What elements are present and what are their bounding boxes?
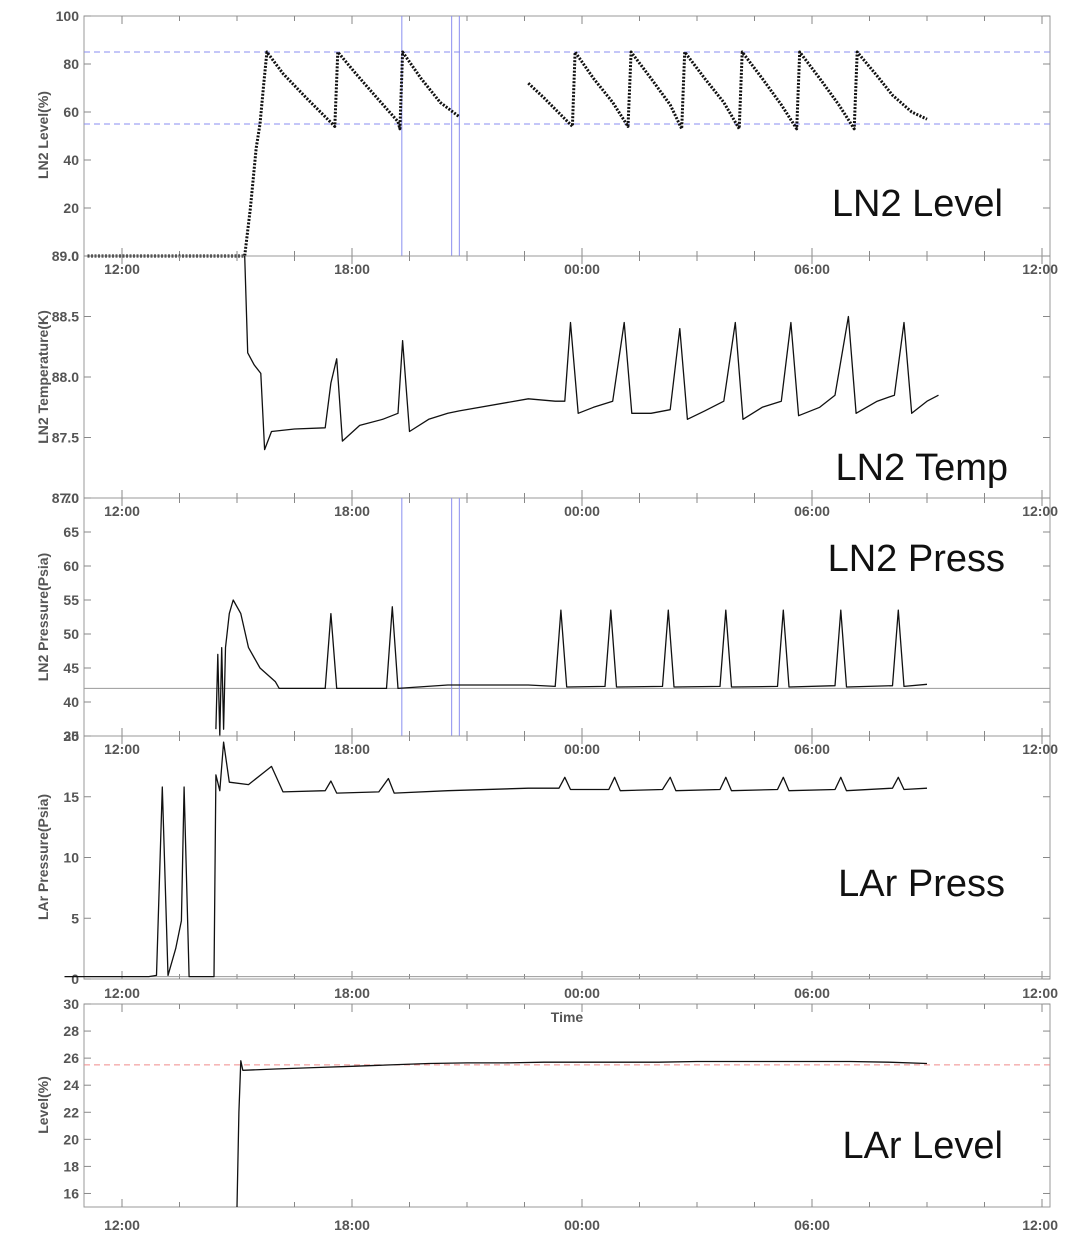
x-tick-label: 12:00: [1022, 741, 1058, 757]
x-tick-label: 18:00: [334, 1217, 370, 1233]
y-axis-label: LN2 Level(%): [35, 91, 51, 179]
x-tick-label: 00:00: [564, 985, 600, 1001]
x-tick-label: 00:00: [564, 741, 600, 757]
x-axis-label: Time: [551, 1009, 584, 1025]
y-tick-label: 15: [63, 789, 79, 805]
x-tick-label: 18:00: [334, 503, 370, 519]
y-tick-label: 35: [63, 728, 79, 744]
y-tick-label: 0: [71, 971, 79, 987]
x-tick-label: 00:00: [564, 503, 600, 519]
plot-frame: [83, 1003, 1051, 1208]
y-tick-label: 65: [63, 524, 79, 540]
x-tick-label: 12:00: [1022, 985, 1058, 1001]
y-tick-label: 80: [63, 56, 79, 72]
y-axis-label: Level(%): [35, 1076, 51, 1134]
series-line: [87, 50, 461, 258]
y-tick-label: 60: [63, 104, 79, 120]
x-tick-label: 12:00: [104, 1217, 140, 1233]
y-tick-label: 50: [63, 626, 79, 642]
x-tick-label: 12:00: [1022, 261, 1058, 277]
panel-2: 87.0 87.5 88.0 88.5 89.0 12:00 18:00 00:00 06:00…: [35, 248, 1058, 519]
y-tick-label: 24: [63, 1077, 79, 1093]
series-line: [236, 1060, 928, 1208]
y-tick-label: 20: [63, 728, 79, 744]
y-tick-label: 40: [63, 152, 79, 168]
plot-frame: [83, 735, 1051, 980]
y-tick-label: 18: [63, 1158, 79, 1174]
x-tick-label: 12:00: [104, 741, 140, 757]
y-tick-label: 28: [63, 1023, 79, 1039]
x-tick-label: 12:00: [104, 503, 140, 519]
series-line: [215, 599, 928, 737]
x-tick-label: 12:00: [104, 985, 140, 1001]
y-tick-label: 100: [56, 8, 80, 24]
y-tick-label: 40: [63, 694, 79, 710]
y-tick-label: 16: [63, 1185, 79, 1201]
x-tick-label: 18:00: [334, 741, 370, 757]
panel-3: 35 40 45 50 55 60 65 70 12:00 18:00 00:00 06:00 12:0…: [35, 490, 1058, 757]
y-tick-label: 55: [63, 592, 79, 608]
y-tick-label: 20: [63, 1131, 79, 1147]
x-tick-label: 12:00: [104, 261, 140, 277]
y-tick-label: 45: [63, 660, 79, 676]
x-tick-label: 06:00: [794, 1217, 830, 1233]
panel-5: 16 18 20 22 24 26 28 30 12:00 18:00 00:00 06:00 12:0…: [35, 996, 1058, 1233]
x-tick-label: 06:00: [794, 985, 830, 1001]
series-line: [527, 50, 928, 131]
y-tick-label: 20: [63, 200, 79, 216]
y-tick-label: 5: [71, 910, 79, 926]
y-tick-label: 26: [63, 1050, 79, 1066]
panel-4: 0 5 10 15 20 12:00 18:00 00:00 06:00 12:00 LAr Pre…: [35, 728, 1058, 1025]
x-tick-label: 06:00: [794, 741, 830, 757]
y-tick-label: 70: [63, 490, 79, 506]
y-tick-label: 87.0: [52, 490, 79, 506]
y-tick-label: 30: [63, 996, 79, 1012]
panel-title: LAr Level: [842, 1125, 1003, 1167]
x-tick-label: 00:00: [564, 261, 600, 277]
y-axis-label: LN2 Temperature(K): [35, 310, 51, 444]
x-tick-label: 06:00: [794, 261, 830, 277]
series-line: [64, 741, 928, 978]
panel-title: LAr Press: [838, 863, 1005, 905]
y-tick-label: 22: [63, 1104, 79, 1120]
panel-1: 0 20 40 60 80 100 12:00 18:00 00:00 06:00 12:00 LN2…: [35, 8, 1058, 277]
x-tick-label: 12:00: [1022, 1217, 1058, 1233]
x-tick-label: 00:00: [564, 1217, 600, 1233]
series-line: [244, 255, 939, 451]
x-tick-label: 18:00: [334, 261, 370, 277]
panel-title: LN2 Press: [828, 538, 1005, 580]
panel-title: LN2 Temp: [835, 447, 1008, 489]
x-tick-label: 06:00: [794, 503, 830, 519]
y-tick-label: 10: [63, 850, 79, 866]
y-axis-label: LAr Pressure(Psia): [35, 794, 51, 920]
y-tick-label: 89.0: [52, 248, 79, 264]
y-tick-label: 87.5: [52, 430, 79, 446]
x-tick-label: 12:00: [1022, 503, 1058, 519]
y-tick-label: 88.5: [52, 309, 79, 325]
y-axis-label: LN2 Pressure(Psia): [35, 553, 51, 681]
y-tick-label: 88.0: [52, 369, 79, 385]
panel-title: LN2 Level: [832, 183, 1003, 225]
y-tick-label: 0: [71, 248, 79, 264]
x-tick-label: 18:00: [334, 985, 370, 1001]
y-tick-label: 60: [63, 558, 79, 574]
